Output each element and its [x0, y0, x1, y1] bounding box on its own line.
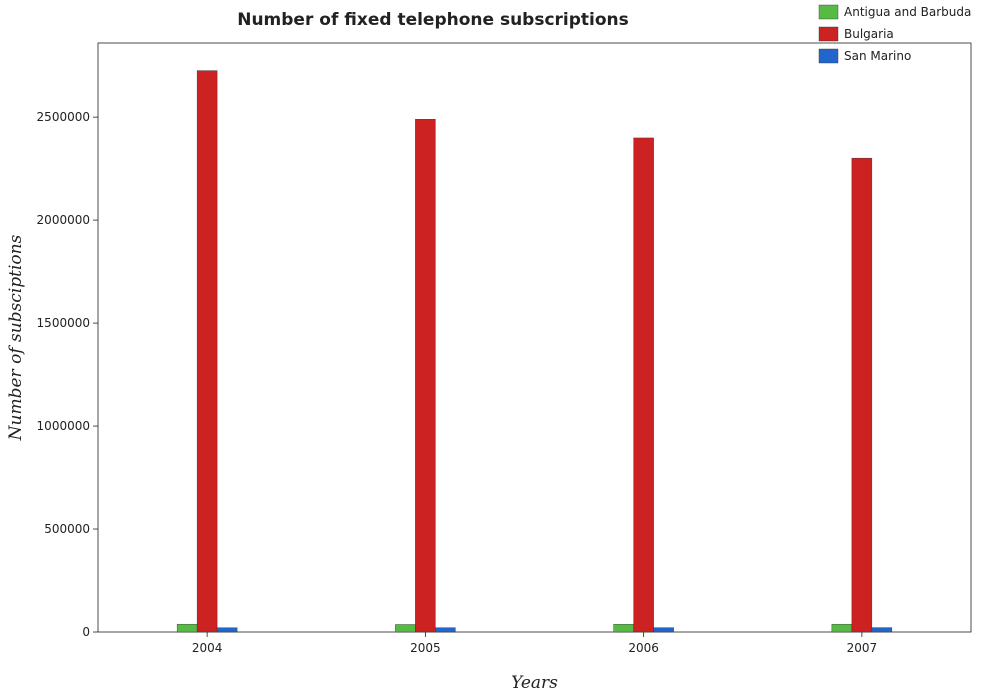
bars-group [176, 70, 893, 633]
x-tick-label: 2007 [847, 641, 878, 655]
bar-bulgaria-2004 [196, 70, 218, 633]
y-tick-label: 2500000 [37, 110, 90, 124]
x-axis-label: Years [511, 673, 558, 693]
legend-label: Antigua and Barbuda [844, 5, 971, 19]
y-tick-label: 2000000 [37, 213, 90, 227]
legend-swatch [818, 48, 839, 64]
bar-bulgaria-2006 [633, 137, 654, 633]
y-tick-label: 500000 [44, 522, 90, 536]
y-axis: 0 500000 1000000 1500000 2000000 2500000 [37, 110, 98, 639]
y-tick-label: 1500000 [37, 316, 90, 330]
plot-area [97, 42, 972, 633]
bar-san-marino-2005 [435, 627, 456, 633]
y-axis-label: Number of subsciptions [6, 234, 26, 441]
bar-bulgaria-2007 [851, 157, 873, 633]
legend-swatch [818, 26, 839, 42]
bar-san-marino-2006 [653, 627, 674, 633]
x-axis: 2004 2005 2006 2007 [192, 632, 877, 655]
x-tick-label: 2005 [410, 641, 441, 655]
bar-antigua-and-barbuda-2005 [395, 624, 416, 633]
y-tick-label: 1000000 [37, 419, 90, 433]
bar-san-marino-2007 [871, 627, 893, 633]
bar-antigua-and-barbuda-2007 [831, 623, 853, 633]
legend: Antigua and Barbuda Bulgaria San Marino [818, 4, 971, 64]
bar-antigua-and-barbuda-2004 [176, 623, 198, 633]
bar-san-marino-2004 [216, 627, 238, 633]
legend-label: Bulgaria [844, 27, 894, 41]
y-tick-label: 0 [82, 625, 90, 639]
bar-antigua-and-barbuda-2006 [613, 624, 634, 633]
bar-bulgaria-2005 [415, 118, 436, 633]
chart-title: Number of fixed telephone subscriptions [237, 10, 629, 30]
x-tick-label: 2006 [628, 641, 659, 655]
x-tick-label: 2004 [192, 641, 223, 655]
legend-label: San Marino [844, 49, 911, 63]
legend-swatch [818, 4, 839, 20]
